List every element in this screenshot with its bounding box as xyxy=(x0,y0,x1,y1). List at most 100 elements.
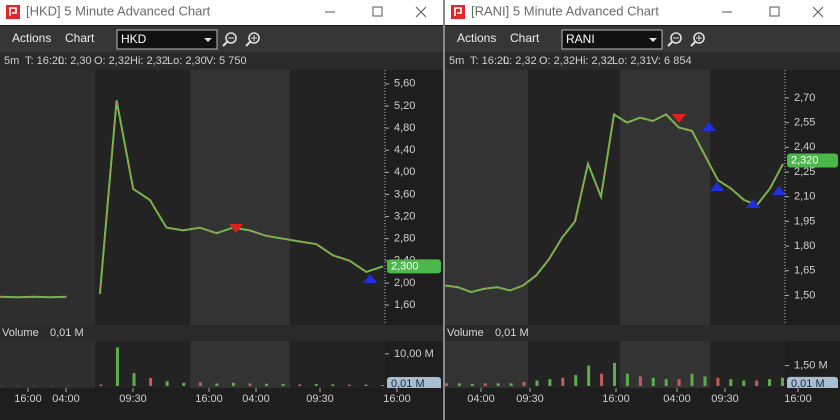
y-tick-label: 2,10 xyxy=(794,191,815,203)
session-band xyxy=(528,341,620,388)
volume-bar xyxy=(483,383,487,386)
y-tick-label: 10,00 M xyxy=(394,348,434,360)
info-row xyxy=(0,52,443,70)
volume-bar xyxy=(364,384,368,386)
volume-bar xyxy=(445,383,448,386)
time-label: 04:00 xyxy=(52,393,80,405)
volume-bar xyxy=(298,384,302,386)
session-band xyxy=(95,341,190,388)
volume-bar xyxy=(755,380,759,386)
menu-item[interactable]: Actions xyxy=(12,31,51,45)
y-tick-label: 5,20 xyxy=(394,100,415,112)
buy-signal xyxy=(772,186,786,195)
info-field: L: 2,32 xyxy=(503,55,537,67)
info-field: T: 16:20 xyxy=(470,55,509,67)
maximize-button[interactable] xyxy=(372,6,383,17)
volume-bar xyxy=(165,381,169,386)
time-label: 09:30 xyxy=(119,393,147,405)
volume-title: Volume xyxy=(2,327,39,339)
volume-title: Volume xyxy=(447,327,484,339)
volume-bar xyxy=(314,384,318,386)
y-tick-label: 2,70 xyxy=(794,92,815,104)
session-band xyxy=(528,70,620,325)
volume-bar xyxy=(613,362,616,386)
session-band xyxy=(290,341,385,388)
y-tick-label: 3,20 xyxy=(394,210,415,222)
info-field: 5m xyxy=(449,55,464,67)
zoom-button[interactable] xyxy=(670,32,682,44)
volume-bar xyxy=(690,373,694,386)
session-band xyxy=(445,341,528,388)
volume-value: 0,01 M xyxy=(495,327,529,339)
volume-bar xyxy=(331,384,335,386)
zoom-sign xyxy=(251,35,257,41)
volume-bar xyxy=(535,380,539,386)
last-price-tag xyxy=(787,153,838,168)
info-field: Hi: 2,32 xyxy=(575,55,613,67)
price-line-overlay xyxy=(0,100,384,298)
info-field: O: 2,32 xyxy=(94,55,130,67)
zoom-handle xyxy=(690,41,696,47)
y-tick-label: 1,80 xyxy=(794,240,815,252)
y-tick-label: 1,50 M xyxy=(794,359,828,371)
last-price-tag xyxy=(387,259,441,274)
y-tick-label: 4,00 xyxy=(394,166,415,178)
window-title: [HKD] 5 Minute Advanced Chart xyxy=(26,3,211,18)
info-field: Lo: 2,30 xyxy=(167,55,207,67)
volume-bar xyxy=(281,384,285,386)
info-field: V: 5 750 xyxy=(206,55,247,67)
y-tick-label: 2,40 xyxy=(794,141,815,153)
dropdown-arrow xyxy=(649,38,657,42)
volume-bar xyxy=(496,383,500,386)
volume-bar xyxy=(522,381,526,386)
zoom-button[interactable] xyxy=(225,32,237,44)
app-icon-glyph xyxy=(9,7,17,16)
price-line-overlay xyxy=(444,113,784,293)
zoom-handle xyxy=(245,41,251,47)
window-divider xyxy=(443,0,445,420)
volume-bar xyxy=(638,376,642,386)
volume-bar xyxy=(781,377,784,386)
close-button[interactable] xyxy=(812,6,824,18)
symbol-text: RANI xyxy=(566,32,595,46)
volume-value: 0,01 M xyxy=(50,327,84,339)
y-tick-label: 1,65 xyxy=(794,265,815,277)
volume-bar xyxy=(198,382,202,386)
volume-bar xyxy=(548,379,552,386)
zoom-button[interactable] xyxy=(248,32,260,44)
symbol-dropdown[interactable] xyxy=(116,29,218,50)
sell-signal xyxy=(672,114,686,123)
time-label: 09:30 xyxy=(306,393,334,405)
time-axis xyxy=(0,388,443,420)
volume-bar xyxy=(600,373,604,386)
session-band xyxy=(0,341,95,388)
volume-bar xyxy=(149,377,153,386)
last-volume-label: 0,01 M xyxy=(791,378,825,390)
maximize-button[interactable] xyxy=(769,6,780,17)
menu-item[interactable]: Chart xyxy=(65,31,95,45)
time-label: 16:00 xyxy=(195,393,223,405)
volume-bar xyxy=(99,384,103,386)
info-field: 5m xyxy=(4,55,19,67)
buy-signal xyxy=(746,199,760,208)
buy-signal xyxy=(363,274,377,283)
zoom-button[interactable] xyxy=(693,32,705,44)
volume-bar xyxy=(347,384,351,386)
volume-bar xyxy=(742,380,746,386)
volume-bar xyxy=(561,377,565,386)
info-field: O: 2,32 xyxy=(539,55,575,67)
info-row xyxy=(445,52,840,70)
y-tick-label: 1,50 xyxy=(794,289,815,301)
y-tick-label: 2,25 xyxy=(794,166,815,178)
info-field: T: 16:20 xyxy=(25,55,64,67)
volume-bar xyxy=(132,373,136,386)
close-button[interactable] xyxy=(415,6,427,18)
y-tick-label: 4,40 xyxy=(394,144,415,156)
toolbar xyxy=(0,26,443,52)
symbol-dropdown[interactable] xyxy=(561,29,663,50)
menu-item[interactable]: Chart xyxy=(510,31,540,45)
zoom-handle xyxy=(222,41,228,47)
menu-item[interactable]: Actions xyxy=(457,31,496,45)
volume-bar xyxy=(470,383,474,386)
session-band xyxy=(290,70,385,325)
